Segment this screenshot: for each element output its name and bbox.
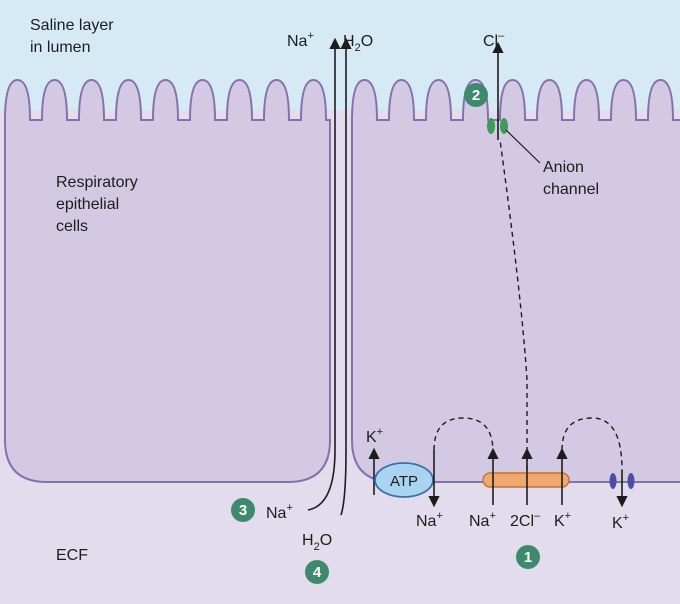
k-channel-right bbox=[627, 473, 635, 489]
svg-text:2: 2 bbox=[472, 87, 480, 104]
anion-channel-leader bbox=[505, 129, 541, 164]
right-epithelial-cell bbox=[351, 78, 680, 483]
na-atpase-label: Na+ bbox=[416, 510, 443, 530]
step-badge-4: 4 bbox=[305, 560, 329, 584]
k-channel-left bbox=[609, 473, 617, 489]
k-channel-label: K+ bbox=[612, 512, 629, 532]
na-paracellular-arrow bbox=[307, 37, 341, 511]
nkcc-cotransporter bbox=[482, 472, 570, 488]
cl-lumen-label: Cl– bbox=[483, 30, 505, 50]
ecf-label: ECF bbox=[56, 547, 88, 564]
k-cotransport-label: K+ bbox=[554, 510, 571, 530]
na-recycle-loop bbox=[433, 417, 494, 453]
k-atpase-label: K+ bbox=[366, 426, 383, 446]
water-lumen-label: H2O bbox=[343, 33, 373, 54]
na-lumen-label: Na+ bbox=[287, 30, 314, 50]
svg-text:1: 1 bbox=[524, 549, 532, 566]
lumen-label-line2: in lumen bbox=[30, 39, 90, 56]
k-recycle-loop bbox=[561, 417, 623, 471]
water-ecf-label: H2O bbox=[302, 532, 332, 553]
step-badge-3: 3 bbox=[231, 498, 255, 522]
atp-label: ATP bbox=[390, 473, 418, 490]
svg-text:4: 4 bbox=[313, 564, 322, 581]
anion-channel-left bbox=[487, 118, 495, 134]
water-paracellular-arrow bbox=[340, 37, 352, 516]
left-epithelial-cell bbox=[4, 78, 331, 483]
lumen-region bbox=[0, 0, 680, 110]
step-badge-2: 2 bbox=[464, 83, 488, 107]
svg-text:3: 3 bbox=[239, 502, 247, 519]
cells-label-line2: epithelial bbox=[56, 196, 119, 213]
na-cotransport-label: Na+ bbox=[469, 510, 496, 530]
lumen-label-line1: Saline layer bbox=[30, 17, 114, 34]
cells-label-line3: cells bbox=[56, 218, 88, 235]
cells-label-line1: Respiratory bbox=[56, 174, 138, 191]
cl-pathway-dashed bbox=[499, 139, 528, 470]
anion-channel-label-line1: Anion bbox=[543, 159, 584, 176]
step-badge-1: 1 bbox=[516, 545, 540, 569]
cl-cotransport-label: 2Cl– bbox=[510, 510, 541, 530]
anion-channel-label-line2: channel bbox=[543, 181, 599, 198]
na-k-atpase-pump bbox=[374, 462, 434, 498]
na-ecf-label: Na+ bbox=[266, 502, 293, 522]
